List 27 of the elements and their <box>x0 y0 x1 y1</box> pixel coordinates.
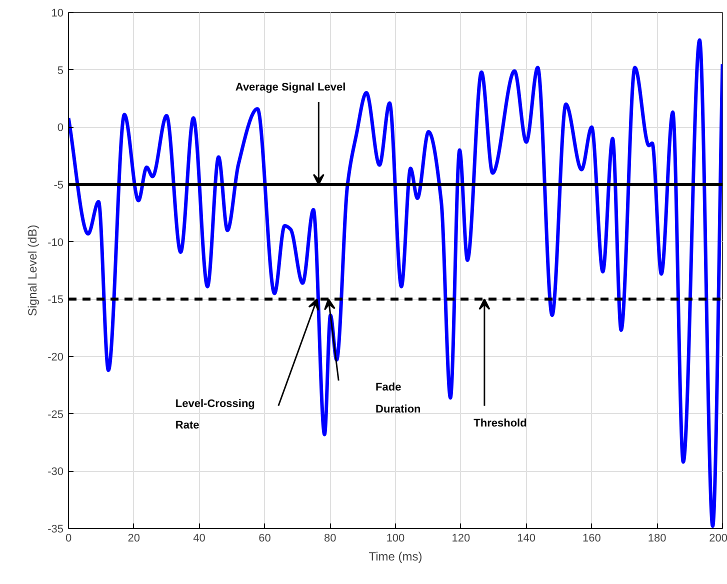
x-tick-label: 140 <box>517 532 536 544</box>
x-tick-label: 180 <box>648 532 666 544</box>
x-tick-label: 80 <box>324 532 336 544</box>
x-tick-label: 200 <box>709 532 727 544</box>
y-tick-label: 10 <box>51 8 64 20</box>
y-tick-label: -35 <box>48 524 64 536</box>
y-tick-label: 0 <box>57 122 64 134</box>
y-tick-label: -10 <box>48 236 64 249</box>
annotation: Level-Crossing Rate <box>175 398 255 432</box>
annotation: Average Signal Level <box>235 81 346 94</box>
y-tick-label: -15 <box>48 294 64 306</box>
x-tick-label: 60 <box>258 532 271 544</box>
y-tick-label: -20 <box>48 352 64 364</box>
y-tick-label: -25 <box>48 408 64 421</box>
x-tick-label: 120 <box>452 532 470 544</box>
x-axis-title: Time (ms) <box>368 550 422 564</box>
y-tick-label: -30 <box>48 466 64 478</box>
y-tick-label: 5 <box>57 64 64 77</box>
y-axis-title: Signal Level (dB) <box>26 224 40 316</box>
x-tick-label: 160 <box>582 532 601 544</box>
x-tick-label: 0 <box>65 532 72 544</box>
y-tick-label: -5 <box>54 180 64 192</box>
x-tick-label: 20 <box>128 532 140 544</box>
annotation: Fade Duration <box>376 382 422 416</box>
x-tick-label: 40 <box>193 532 206 544</box>
annotation: Threshold <box>474 417 527 430</box>
x-tick-label: 100 <box>386 532 405 544</box>
